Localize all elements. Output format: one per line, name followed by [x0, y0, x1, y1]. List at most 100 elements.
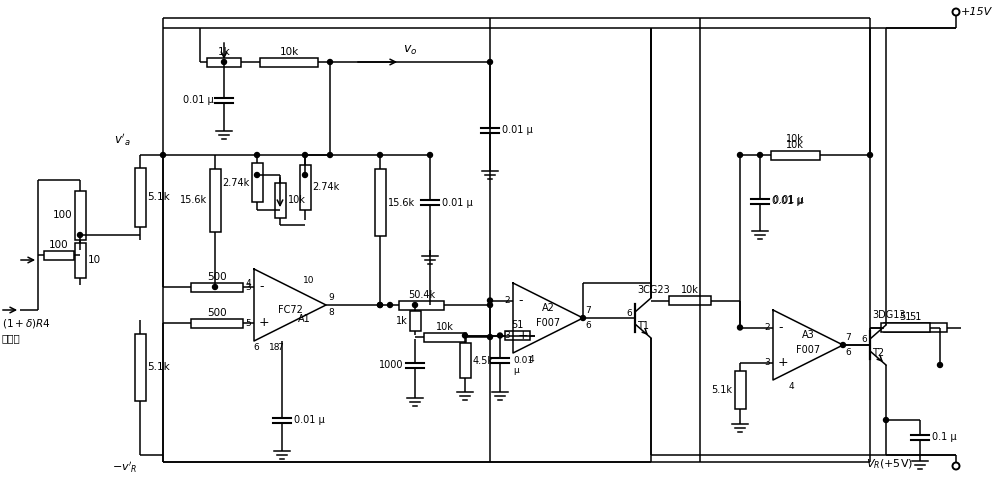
Text: 6: 6 [845, 348, 851, 357]
Text: $(1+\delta)R4$: $(1+\delta)R4$ [2, 316, 51, 329]
Text: 3: 3 [764, 358, 770, 367]
Text: 0.01 μ: 0.01 μ [773, 195, 804, 205]
Text: T2: T2 [872, 348, 884, 358]
Text: 50.4k: 50.4k [408, 290, 435, 300]
Text: 7: 7 [585, 306, 591, 315]
Text: 0.01 μ: 0.01 μ [183, 95, 213, 105]
Text: 5.1k: 5.1k [148, 362, 170, 372]
Bar [134, 168, 146, 227]
Text: T1: T1 [637, 321, 649, 331]
Circle shape [840, 343, 846, 348]
Text: $V_R$(+5V): $V_R$(+5V) [866, 457, 913, 471]
Bar [210, 169, 220, 231]
Bar [881, 323, 930, 332]
Text: $-v'_R$: $-v'_R$ [112, 460, 138, 475]
Text: 3: 3 [245, 282, 251, 292]
Text: 51: 51 [899, 312, 911, 322]
Text: 4: 4 [245, 279, 251, 287]
Circle shape [254, 173, 260, 177]
Text: 2: 2 [504, 296, 510, 305]
Circle shape [738, 325, 742, 330]
Circle shape [254, 152, 260, 157]
Circle shape [212, 284, 218, 290]
Text: 4: 4 [788, 382, 794, 391]
Text: 5: 5 [245, 318, 251, 327]
Bar [134, 334, 146, 401]
Bar [410, 311, 420, 331]
Text: 10k: 10k [786, 140, 804, 150]
Text: 10k: 10k [786, 134, 804, 144]
Text: 3DG13: 3DG13 [872, 310, 906, 320]
Bar [191, 318, 243, 327]
Text: 3CG23: 3CG23 [637, 285, 670, 295]
Text: 5.1k: 5.1k [148, 193, 170, 203]
Bar [252, 163, 262, 202]
Bar [770, 151, 820, 160]
Text: 0.1 μ: 0.1 μ [932, 433, 957, 443]
Circle shape [78, 232, 82, 238]
Text: 7: 7 [277, 343, 283, 352]
Bar [374, 169, 386, 236]
Text: 10k: 10k [279, 46, 299, 56]
Text: 6: 6 [861, 336, 867, 345]
Text: 2.74k: 2.74k [312, 183, 340, 193]
Text: $v'_a$: $v'_a$ [114, 131, 130, 148]
Circle shape [222, 59, 226, 65]
Text: 100: 100 [53, 210, 72, 220]
Text: 6: 6 [626, 308, 632, 317]
Text: 2: 2 [764, 323, 770, 332]
Text: 15.6k: 15.6k [388, 197, 415, 207]
Text: 18: 18 [269, 343, 280, 352]
Text: 0.01 μ: 0.01 μ [442, 197, 473, 207]
Text: 4.5k: 4.5k [473, 356, 494, 366]
Text: 6: 6 [253, 343, 259, 352]
Text: +: + [778, 356, 789, 369]
Circle shape [758, 152, 763, 157]
Circle shape [378, 303, 382, 307]
Text: -: - [259, 281, 264, 293]
Bar [74, 242, 86, 278]
Bar [300, 165, 310, 210]
Text: 15.6k: 15.6k [180, 195, 208, 205]
Bar [505, 331, 530, 340]
Text: -: - [778, 321, 782, 334]
Bar [424, 333, 466, 341]
Text: FC72: FC72 [278, 305, 302, 315]
Text: 傳感器: 傳感器 [2, 333, 21, 343]
Text: 2.74k: 2.74k [222, 177, 250, 187]
Circle shape [580, 315, 586, 321]
Bar [260, 57, 318, 66]
Text: 10: 10 [88, 255, 101, 265]
Text: 7: 7 [845, 333, 851, 342]
Bar [74, 191, 86, 239]
Text: 0.01: 0.01 [513, 356, 533, 365]
Text: 3: 3 [504, 331, 510, 340]
Bar [191, 282, 243, 292]
Text: A3: A3 [802, 330, 814, 340]
Text: 0.01 μ: 0.01 μ [772, 196, 803, 206]
Text: 10: 10 [302, 276, 314, 285]
Circle shape [302, 173, 308, 177]
Bar [669, 296, 711, 305]
Text: 4: 4 [528, 355, 534, 364]
Bar [207, 57, 241, 66]
Circle shape [388, 303, 392, 307]
Text: 500: 500 [207, 272, 227, 282]
Bar [399, 301, 444, 309]
Circle shape [378, 152, 382, 157]
Text: 1k: 1k [396, 316, 408, 326]
Text: 8: 8 [328, 308, 334, 317]
Circle shape [462, 333, 468, 338]
Bar [274, 183, 286, 217]
Bar [44, 250, 74, 260]
Text: F007: F007 [536, 318, 560, 328]
Bar [884, 323, 947, 332]
Text: 10k: 10k [681, 285, 699, 295]
Text: -: - [518, 294, 522, 307]
Circle shape [413, 303, 418, 307]
Text: +: + [518, 329, 529, 342]
Text: 51: 51 [511, 320, 524, 330]
Text: 1000: 1000 [378, 360, 403, 370]
Circle shape [428, 152, 432, 157]
Circle shape [488, 59, 492, 65]
